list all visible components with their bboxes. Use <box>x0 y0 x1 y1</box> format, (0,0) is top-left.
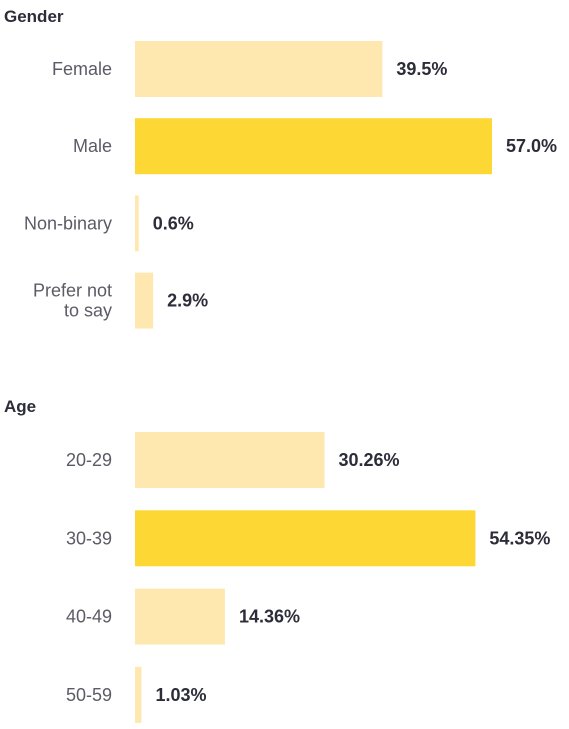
category-label-female: Female <box>52 59 112 79</box>
bar-30-39 <box>135 510 476 567</box>
value-label-30-39: 54.35% <box>489 528 550 548</box>
category-label-male: Male <box>73 136 112 156</box>
bar-40-49 <box>135 588 225 645</box>
bar-50-59 <box>135 666 142 723</box>
value-label-50-59: 1.03% <box>155 685 206 705</box>
age-title: Age <box>4 397 36 416</box>
value-label-male: 57.0% <box>506 136 557 156</box>
bar-prefer-not-to-say <box>135 272 154 329</box>
value-label-female: 39.5% <box>396 59 447 79</box>
bar-male <box>135 118 492 175</box>
category-label-40-49: 40-49 <box>66 607 112 627</box>
category-label-50-59: 50-59 <box>66 685 112 705</box>
gender-title: Gender <box>4 7 64 26</box>
category-label-non-binary: Non-binary <box>24 213 112 233</box>
category-label-20-29: 20-29 <box>66 450 112 470</box>
value-label-non-binary: 0.6% <box>153 213 194 233</box>
bar-20-29 <box>135 432 325 488</box>
category-label-30-39: 30-39 <box>66 528 112 548</box>
age-section: Age 20-29 30.26% 30-39 54.35% 40-49 14.36% 50-5… <box>4 397 550 723</box>
value-label-40-49: 14.36% <box>239 607 300 627</box>
category-label-prefer-not-to-say: Prefer not to say <box>33 281 112 321</box>
value-label-prefer-not-to-say: 2.9% <box>167 291 208 311</box>
bar-female <box>135 41 383 97</box>
gender-section: Gender Female 39.5% Male 57.0% Non-binary 0.6%… <box>4 7 557 329</box>
value-label-20-29: 30.26% <box>339 450 400 470</box>
bar-non-binary <box>135 195 139 252</box>
